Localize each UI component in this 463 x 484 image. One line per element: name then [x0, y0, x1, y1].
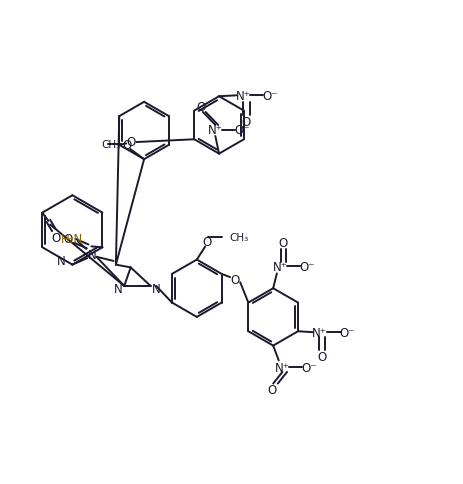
Text: N: N [56, 254, 65, 267]
Text: N⁺: N⁺ [311, 326, 326, 339]
Text: O: O [241, 116, 250, 128]
Text: H₂N: H₂N [61, 232, 83, 245]
Text: O⁻: O⁻ [300, 361, 316, 374]
Text: N⁺: N⁺ [207, 124, 222, 137]
Text: CH₃: CH₃ [229, 233, 248, 243]
Text: O: O [278, 237, 288, 249]
Text: N: N [114, 282, 123, 295]
Text: N: N [151, 282, 160, 295]
Text: O⁻: O⁻ [262, 90, 277, 103]
Text: O: O [126, 136, 135, 148]
Text: N⁺: N⁺ [275, 361, 289, 374]
Text: O⁻: O⁻ [299, 260, 314, 273]
Text: O: O [267, 383, 276, 396]
Text: O: O [317, 350, 326, 363]
Text: O: O [195, 101, 205, 114]
Text: O: O [202, 236, 211, 249]
Text: CH₃: CH₃ [101, 140, 120, 150]
Text: N⁺: N⁺ [235, 90, 250, 103]
Text: O⁻: O⁻ [234, 124, 250, 137]
Text: O: O [230, 273, 239, 287]
Text: O: O [63, 232, 73, 245]
Text: N⁺: N⁺ [273, 260, 288, 273]
Text: O⁻: O⁻ [339, 326, 355, 339]
Text: O: O [51, 231, 60, 244]
Text: N: N [87, 248, 96, 261]
Text: O: O [122, 138, 131, 151]
